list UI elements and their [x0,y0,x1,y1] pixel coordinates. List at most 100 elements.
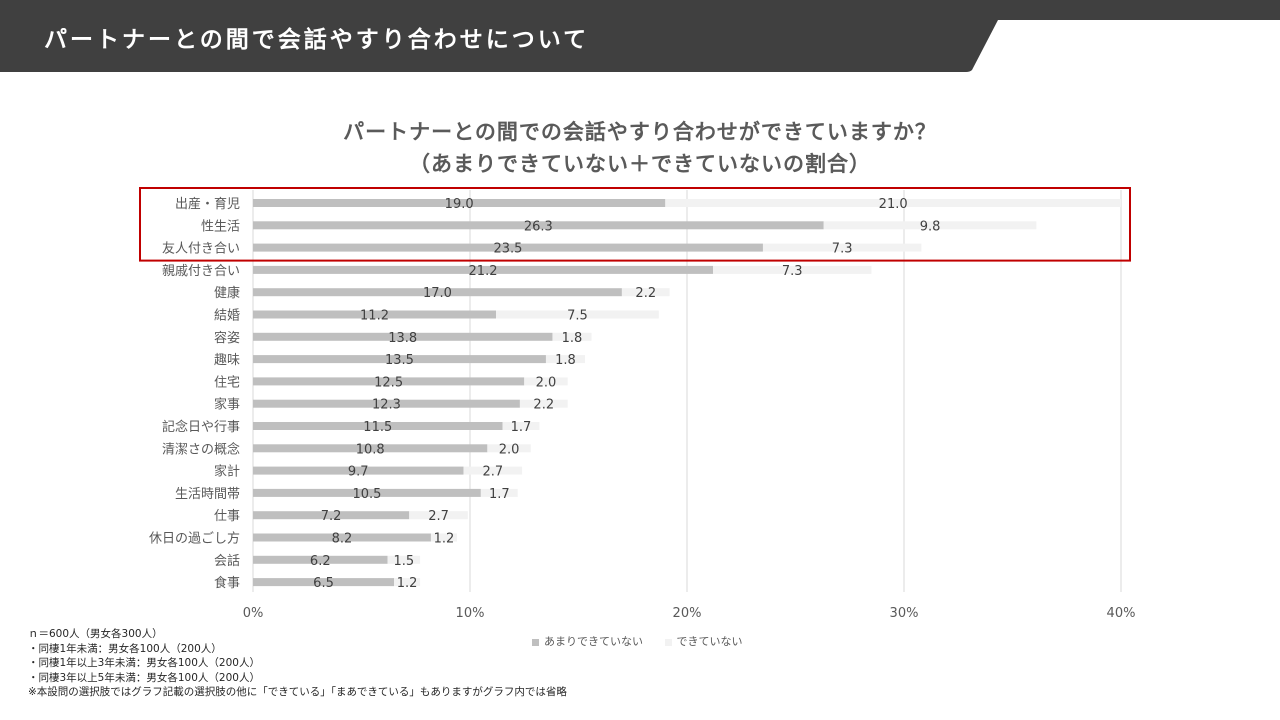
bar-segment [253,555,388,564]
legend-swatch-series-1 [532,638,539,646]
data-label: 7.2 [321,509,342,524]
data-label: 19.0 [445,197,474,212]
bar-segment [480,488,518,497]
data-label: 2.7 [482,465,503,480]
bar-segment [519,399,568,408]
data-label: 2.2 [533,398,554,413]
category-label: 友人付き合い [162,241,240,257]
category-label: 結婚 [214,309,240,324]
footnote-group-2: ・同棲1年以上3年未満：男女各100人（200人） [28,657,260,669]
legend-label-series-1: あまりできていない [544,635,643,648]
category-label: 健康 [214,285,240,301]
category-label: 趣味 [214,353,240,368]
bar-segment [253,511,410,520]
bar-segment [524,377,568,386]
bar-segment [487,444,531,453]
category-label: 仕事 [214,509,240,524]
x-tick-label: 10% [456,606,485,621]
chart-legend: あまりできていない できていない [532,633,761,649]
bar-segment [665,199,1121,207]
bar-segment [253,578,395,587]
bar-segment [253,533,431,542]
data-label: 7.3 [832,242,853,257]
x-tick-label: 40% [1107,606,1136,621]
bar-segment [502,422,540,430]
x-tick-label: 30% [890,606,919,621]
header-bar [0,0,1280,72]
category-label: 家計 [214,464,240,480]
footnote-group-3: ・同棲3年以上5年未満：男女各100人（200人） [28,671,260,684]
data-label: 10.5 [352,487,381,502]
bar-segment [713,265,872,274]
bar-segment [253,332,553,341]
category-label: 生活時間帯 [175,487,240,502]
category-label: 性生活 [201,219,240,234]
bar-segment [253,488,481,497]
page-title: パートナーとの間で会話やすり合わせについて [44,27,590,53]
bar-segment [823,221,1037,230]
highlight-box [139,187,1131,262]
data-label: 11.5 [363,420,392,435]
data-label: 1.7 [489,487,510,502]
data-label: 6.2 [310,554,331,569]
data-label: 1.5 [393,554,414,569]
category-label: 家事 [214,397,240,413]
category-label: 記念日や行事 [162,419,240,435]
category-label: 休日の過ごし方 [149,531,240,547]
data-label: 23.5 [493,242,522,257]
footnote-sample-size: ｎ＝600人（男女各300人） [28,628,163,640]
legend-swatch-series-2 [664,638,672,646]
bar-segment [496,310,659,319]
chart-title-line-2: （あまりできていない＋できていないの割合） [409,152,871,176]
category-label: 容姿 [214,330,240,346]
data-label: 8.2 [332,532,353,547]
data-label: 1.8 [562,331,583,346]
category-label: 出産・育児 [175,196,240,212]
bar-segment [762,243,922,252]
data-label: 21.0 [879,197,908,212]
data-label: 21.2 [469,264,498,279]
category-label: 住宅 [214,375,240,390]
bar-segment [253,221,824,230]
category-label: 清潔さの概念 [162,441,240,457]
bar-segment [253,377,525,386]
data-label: 1.2 [434,532,455,547]
chart-title: パートナーとの間での会話やすり合わせができていますか？ （あまりできていない＋で… [0,116,1280,180]
data-label: 2.0 [536,375,557,390]
data-label: 12.5 [374,375,403,390]
footnotes: ｎ＝600人（男女各300人） ・同棲1年未満：男女各100人（200人） ・同… [28,627,567,700]
category-label: 食事 [214,575,240,591]
bar-segment [253,288,622,297]
bar-segment [394,578,421,587]
data-label: 7.3 [782,264,803,279]
bar-segment [463,466,523,475]
data-label: 11.2 [360,309,389,324]
bar-segment [253,310,497,319]
data-label: 9.8 [920,219,941,234]
data-label: 1.8 [555,353,576,368]
footnote-group-1: ・同棲1年未満：男女各100人（200人） [28,642,222,655]
data-label: 17.0 [423,286,452,301]
data-label: 2.7 [428,509,449,524]
footnote-caveat: ※本設問の選択肢ではグラフ記載の選択肢の他に「できている」「まあできている」もあ… [28,686,567,698]
legend-label-series-2: できていない [676,635,743,648]
legend-item-series-1: あまりできていない [532,633,643,649]
chart-title-line-1: パートナーとの間での会話やすり合わせができていますか？ [343,120,937,144]
data-label: 26.3 [524,219,553,234]
bar-segment [253,422,503,430]
category-label: 親戚付き合い [162,264,240,279]
x-tick-label: 20% [673,606,702,621]
data-label: 10.8 [356,442,385,457]
category-label: 会話 [214,553,240,569]
data-label: 13.5 [385,353,414,368]
data-label: 6.5 [313,576,334,591]
data-label: 13.8 [388,331,417,346]
bar-segment [253,355,546,364]
data-label: 9.7 [348,465,369,480]
bar-segment [253,199,666,207]
x-tick-label: 0% [243,606,264,621]
data-label: 1.2 [397,576,418,591]
bar-segment [253,466,464,475]
legend-item-series-2: できていない [664,633,743,649]
